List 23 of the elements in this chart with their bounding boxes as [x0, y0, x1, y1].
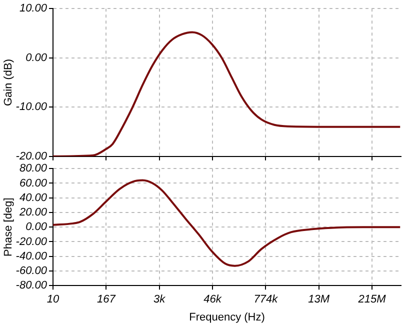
y-axis-title: Gain (dB)	[2, 58, 15, 106]
y-tick-label: 80.00	[19, 162, 48, 175]
x-tick-label: 774k	[254, 293, 278, 306]
x-tick-label: 167	[96, 293, 116, 306]
x-tick-label: 3k	[154, 293, 166, 306]
y-axis-title: Phase [deg]	[2, 198, 15, 256]
y-tick-label: 10.00	[19, 2, 48, 15]
y-tick-label: 20.00	[18, 206, 48, 219]
x-tick-label: 215M	[357, 293, 387, 306]
y-tick-label: 60.00	[19, 177, 48, 190]
x-tick-label: 10	[46, 293, 60, 306]
y-tick-label: -20.00	[16, 150, 48, 162]
x-tick-label: 46k	[204, 293, 222, 306]
y-tick-label: -80.00	[16, 280, 48, 292]
y-tick-label: 0.00	[26, 52, 48, 64]
y-tick-label: 0.00	[26, 221, 48, 234]
y-tick-label: -10.00	[16, 101, 48, 114]
x-tick-label: 13M	[308, 293, 330, 306]
y-tick-label: -60.00	[16, 265, 48, 278]
x-axis-title: Frequency (Hz)	[189, 311, 265, 324]
y-tick-label: -40.00	[16, 250, 48, 262]
y-tick-label: 40.00	[19, 192, 48, 204]
y-tick-label: -20.00	[16, 236, 48, 248]
